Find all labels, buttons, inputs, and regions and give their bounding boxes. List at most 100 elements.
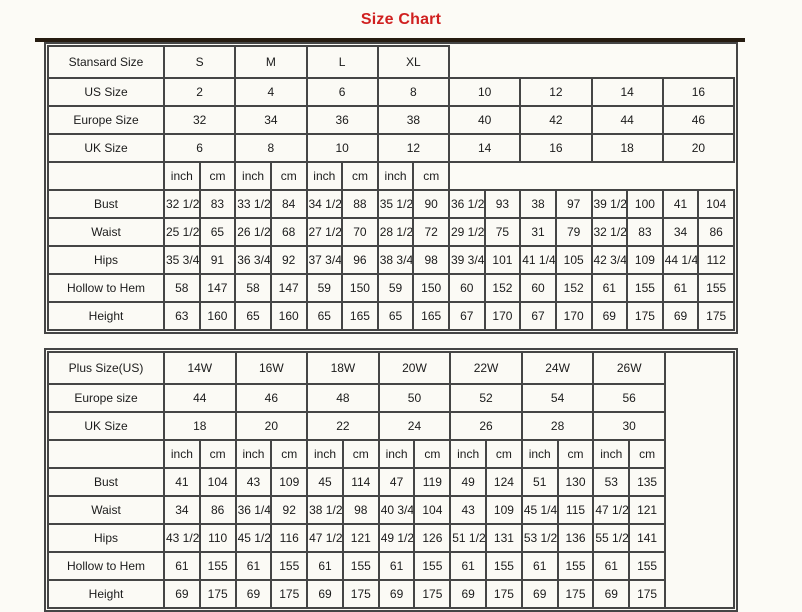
size-value-cell: 10 bbox=[305, 133, 379, 163]
measure-value-cell: 69 bbox=[449, 579, 488, 609]
size-value-cell: 36 bbox=[305, 105, 379, 135]
measure-value-cell: 45 1/2 bbox=[234, 523, 273, 553]
row-label: Hips bbox=[47, 245, 165, 275]
size-value-cell: 20 bbox=[661, 133, 736, 163]
measure-value-cell: 93 bbox=[483, 189, 522, 219]
size-group-header: 20W bbox=[377, 351, 452, 385]
measure-value-cell: 69 bbox=[306, 579, 344, 609]
unit-header: inch bbox=[520, 439, 559, 469]
size-group-header: 26W bbox=[592, 351, 666, 385]
size-value-cell: 16 bbox=[519, 133, 593, 163]
size-value-cell: 54 bbox=[520, 383, 595, 413]
measure-value-cell: 37 3/4 bbox=[305, 245, 344, 275]
measure-value-cell: 53 1/2 bbox=[520, 523, 559, 553]
measure-value-cell: 61 bbox=[661, 273, 700, 303]
measure-value-cell: 101 bbox=[483, 245, 522, 275]
measure-value-cell: 155 bbox=[270, 551, 309, 581]
measure-value-cell: 152 bbox=[554, 273, 593, 303]
measure-value-cell: 39 1/2 bbox=[590, 189, 629, 219]
measure-value-cell: 165 bbox=[341, 301, 379, 331]
measure-value-cell: 92 bbox=[270, 495, 309, 525]
measure-value-cell: 34 1/2 bbox=[305, 189, 344, 219]
size-value-cell: 48 bbox=[306, 383, 380, 413]
measure-value-cell: 104 bbox=[198, 467, 237, 497]
empty-column bbox=[664, 351, 735, 609]
measure-value-cell: 69 bbox=[520, 579, 559, 609]
size-value-cell: 2 bbox=[162, 77, 237, 107]
measure-value-cell: 86 bbox=[697, 217, 735, 247]
measure-value-cell: 61 bbox=[520, 551, 559, 581]
measure-value-cell: 147 bbox=[269, 273, 308, 303]
measure-value-cell: 61 bbox=[592, 551, 631, 581]
size-value-cell: 20 bbox=[234, 411, 309, 441]
corner-label: Stansard Size bbox=[47, 45, 165, 79]
measure-value-cell: 104 bbox=[413, 495, 452, 525]
measure-value-cell: 27 1/2 bbox=[305, 217, 344, 247]
measure-value-cell: 32 1/2 bbox=[163, 189, 201, 219]
measure-value-cell: 98 bbox=[412, 245, 450, 275]
size-value-cell: 18 bbox=[163, 411, 237, 441]
unit-header: cm bbox=[556, 439, 595, 469]
row-label: UK Size bbox=[47, 411, 165, 441]
measure-value-cell: 175 bbox=[628, 579, 666, 609]
size-value-cell: 50 bbox=[377, 383, 452, 413]
measure-value-cell: 155 bbox=[626, 273, 664, 303]
size-value-cell: 8 bbox=[376, 77, 451, 107]
measure-value-cell: 175 bbox=[556, 579, 595, 609]
size-value-cell: 14 bbox=[447, 133, 522, 163]
measure-value-cell: 44 1/4 bbox=[661, 245, 700, 275]
measure-value-cell: 69 bbox=[234, 579, 273, 609]
measure-value-cell: 126 bbox=[413, 523, 452, 553]
measure-value-cell: 31 bbox=[519, 217, 557, 247]
measure-value-cell: 175 bbox=[626, 301, 664, 331]
measure-value-cell: 86 bbox=[198, 495, 237, 525]
measure-value-cell: 114 bbox=[341, 467, 380, 497]
measure-value-cell: 83 bbox=[198, 189, 237, 219]
measure-value-cell: 75 bbox=[483, 217, 522, 247]
measure-value-cell: 67 bbox=[519, 301, 557, 331]
unit-row-corner bbox=[47, 161, 165, 191]
measure-value-cell: 175 bbox=[198, 579, 237, 609]
size-value-cell: 8 bbox=[234, 133, 308, 163]
unit-header: cm bbox=[198, 439, 237, 469]
measure-value-cell: 69 bbox=[590, 301, 629, 331]
row-label: Hollow to Hem bbox=[47, 273, 165, 303]
measure-value-cell: 36 1/2 bbox=[448, 189, 486, 219]
measure-value-cell: 53 bbox=[592, 467, 631, 497]
unit-header: cm bbox=[198, 161, 237, 191]
measure-value-cell: 33 1/2 bbox=[234, 189, 272, 219]
measure-value-cell: 175 bbox=[270, 579, 309, 609]
measure-value-cell: 109 bbox=[626, 245, 664, 275]
measure-value-cell: 115 bbox=[556, 495, 595, 525]
measure-value-cell: 38 bbox=[519, 189, 557, 219]
measure-value-cell: 45 bbox=[306, 467, 344, 497]
measure-value-cell: 90 bbox=[412, 189, 450, 219]
measure-value-cell: 70 bbox=[341, 217, 379, 247]
measure-value-cell: 63 bbox=[163, 301, 201, 331]
size-group-header: 22W bbox=[449, 351, 523, 385]
size-group-header: S bbox=[162, 45, 237, 79]
measure-value-cell: 55 1/2 bbox=[592, 523, 631, 553]
measure-value-cell: 130 bbox=[556, 467, 595, 497]
row-label: Europe size bbox=[47, 383, 165, 413]
measure-value-cell: 60 bbox=[519, 273, 557, 303]
measure-value-cell: 150 bbox=[412, 273, 450, 303]
unit-header: inch bbox=[377, 439, 416, 469]
row-label: UK Size bbox=[47, 133, 165, 163]
unit-header: cm bbox=[341, 161, 379, 191]
measure-value-cell: 155 bbox=[341, 551, 380, 581]
size-value-cell: 40 bbox=[447, 105, 522, 135]
size-value-cell: 6 bbox=[305, 77, 379, 107]
measure-value-cell: 121 bbox=[341, 523, 380, 553]
measure-value-cell: 49 1/2 bbox=[377, 523, 416, 553]
measure-value-cell: 45 1/4 bbox=[520, 495, 559, 525]
measure-value-cell: 136 bbox=[556, 523, 595, 553]
measure-value-cell: 155 bbox=[485, 551, 523, 581]
measure-value-cell: 155 bbox=[628, 551, 666, 581]
measure-value-cell: 61 bbox=[163, 551, 201, 581]
size-value-cell: 18 bbox=[590, 133, 664, 163]
unit-header: cm bbox=[270, 439, 309, 469]
unit-header: inch bbox=[305, 161, 344, 191]
measure-value-cell: 119 bbox=[413, 467, 452, 497]
measure-value-cell: 96 bbox=[341, 245, 379, 275]
